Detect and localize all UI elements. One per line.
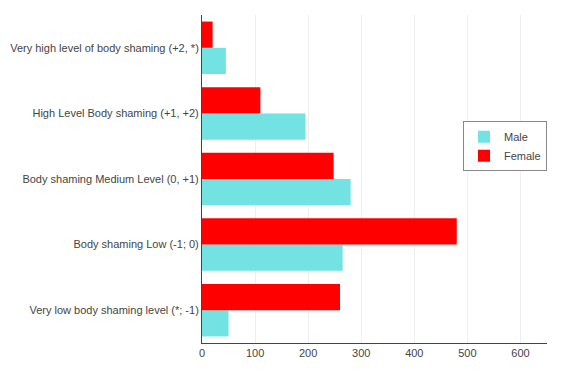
svg-text:High Level Body shaming (+1, +: High Level Body shaming (+1, +2) bbox=[32, 107, 198, 119]
svg-text:500: 500 bbox=[458, 347, 476, 359]
svg-text:400: 400 bbox=[405, 347, 423, 359]
svg-text:0: 0 bbox=[199, 347, 205, 359]
svg-text:Male: Male bbox=[504, 131, 528, 143]
svg-text:Female: Female bbox=[504, 150, 541, 162]
svg-text:Very low body shaming level (*: Very low body shaming level (*; -1) bbox=[29, 304, 198, 316]
svg-text:100: 100 bbox=[246, 347, 264, 359]
svg-text:Body shaming Medium Level (0,: Body shaming Medium Level (0, +1) bbox=[22, 173, 198, 185]
svg-text:600: 600 bbox=[511, 347, 529, 359]
svg-text:Body shaming Low (-1; 0): Body shaming Low (-1; 0) bbox=[73, 238, 198, 250]
svg-text:200: 200 bbox=[299, 347, 317, 359]
svg-text:Very high level of body shamin: Very high level of body shaming (+2, *) bbox=[10, 42, 199, 54]
svg-text:300: 300 bbox=[352, 347, 370, 359]
